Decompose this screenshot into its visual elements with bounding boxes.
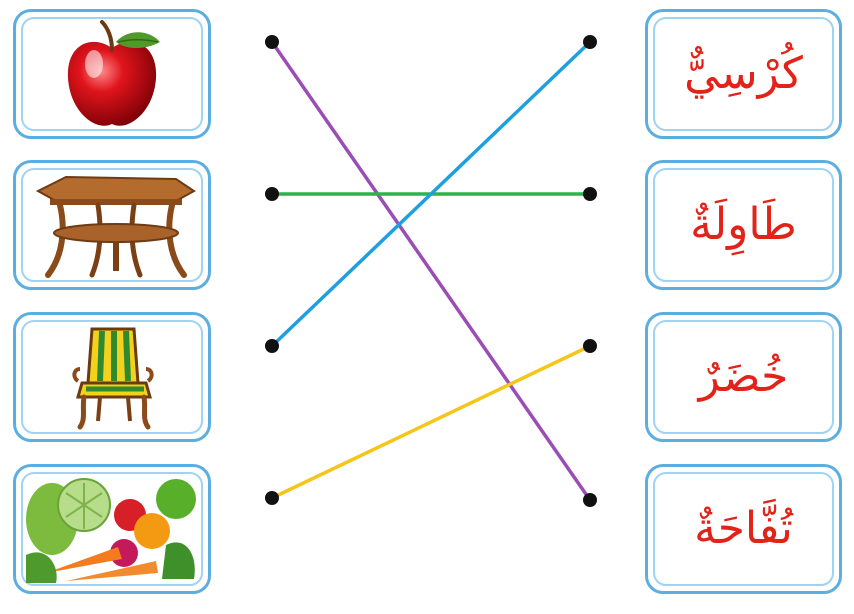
picture-card-chair[interactable]: [13, 312, 211, 442]
left-connector-dot[interactable]: [265, 491, 279, 505]
picture-card-vegetables[interactable]: [13, 464, 211, 594]
word-card-vegetables[interactable]: خُضَرٌ: [645, 312, 842, 442]
table-icon: [35, 175, 196, 278]
connection-line: [270, 40, 592, 502]
word-label: كُرْسِيٌّ: [684, 48, 803, 100]
apple-icon: [67, 20, 160, 126]
word-card-chair[interactable]: كُرْسِيٌّ: [645, 9, 842, 139]
connection-line: [270, 40, 592, 348]
left-connector-dot[interactable]: [265, 35, 279, 49]
right-connector-dot[interactable]: [583, 493, 597, 507]
picture-card-table[interactable]: [13, 160, 211, 290]
word-label: طَاوِلَةٌ: [690, 199, 797, 251]
left-connector-dot[interactable]: [265, 339, 279, 353]
word-card-apple[interactable]: تُفَّاحَةٌ: [645, 464, 842, 594]
right-connector-dot[interactable]: [583, 187, 597, 201]
vegetables-icon: [26, 478, 196, 583]
word-label: تُفَّاحَةٌ: [694, 503, 793, 555]
word-label: خُضَرٌ: [698, 351, 789, 403]
picture-card-apple[interactable]: [13, 9, 211, 139]
left-connector-dot[interactable]: [265, 187, 279, 201]
right-connector-dot[interactable]: [583, 339, 597, 353]
connection-line: [270, 344, 592, 500]
chair-icon: [72, 327, 154, 430]
word-card-table[interactable]: طَاوِلَةٌ: [645, 160, 842, 290]
right-connector-dot[interactable]: [583, 35, 597, 49]
